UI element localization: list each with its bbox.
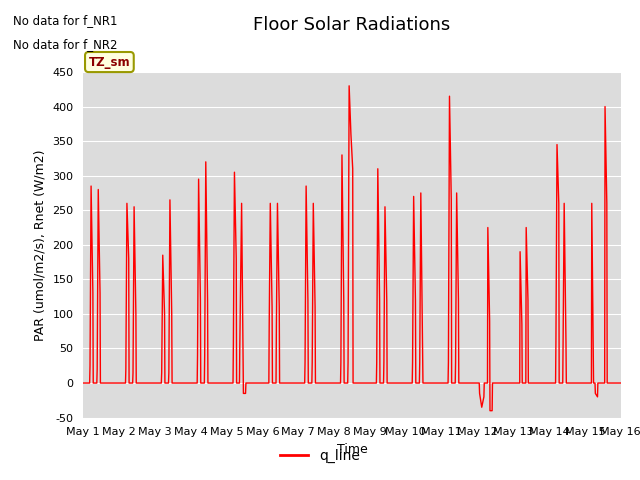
Title: Floor Solar Radiations: Floor Solar Radiations [253,16,451,35]
Text: No data for f_NR2: No data for f_NR2 [13,38,117,51]
Y-axis label: PAR (umol/m2/s), Rnet (W/m2): PAR (umol/m2/s), Rnet (W/m2) [34,149,47,340]
Text: TZ_sm: TZ_sm [88,56,130,69]
X-axis label: Time: Time [337,443,367,456]
Legend: q_line: q_line [275,443,365,468]
Text: No data for f_NR1: No data for f_NR1 [13,14,117,27]
